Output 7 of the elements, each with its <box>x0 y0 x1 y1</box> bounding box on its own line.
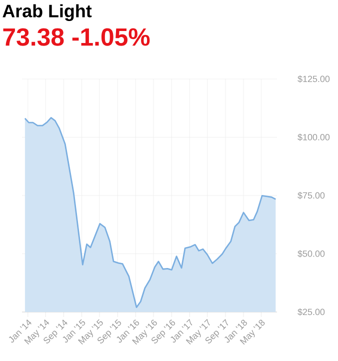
y-tick-label: $100.00 <box>298 134 330 141</box>
y-tick-label: $125.00 <box>298 75 330 83</box>
y-tick-label: $50.00 <box>298 250 325 258</box>
chart-title: Arab Light <box>2 4 92 21</box>
y-tick-label: $25.00 <box>298 308 325 316</box>
y-tick-label: $75.00 <box>298 192 325 200</box>
chart-subtitle: 73.38 -1.05% <box>3 28 150 46</box>
